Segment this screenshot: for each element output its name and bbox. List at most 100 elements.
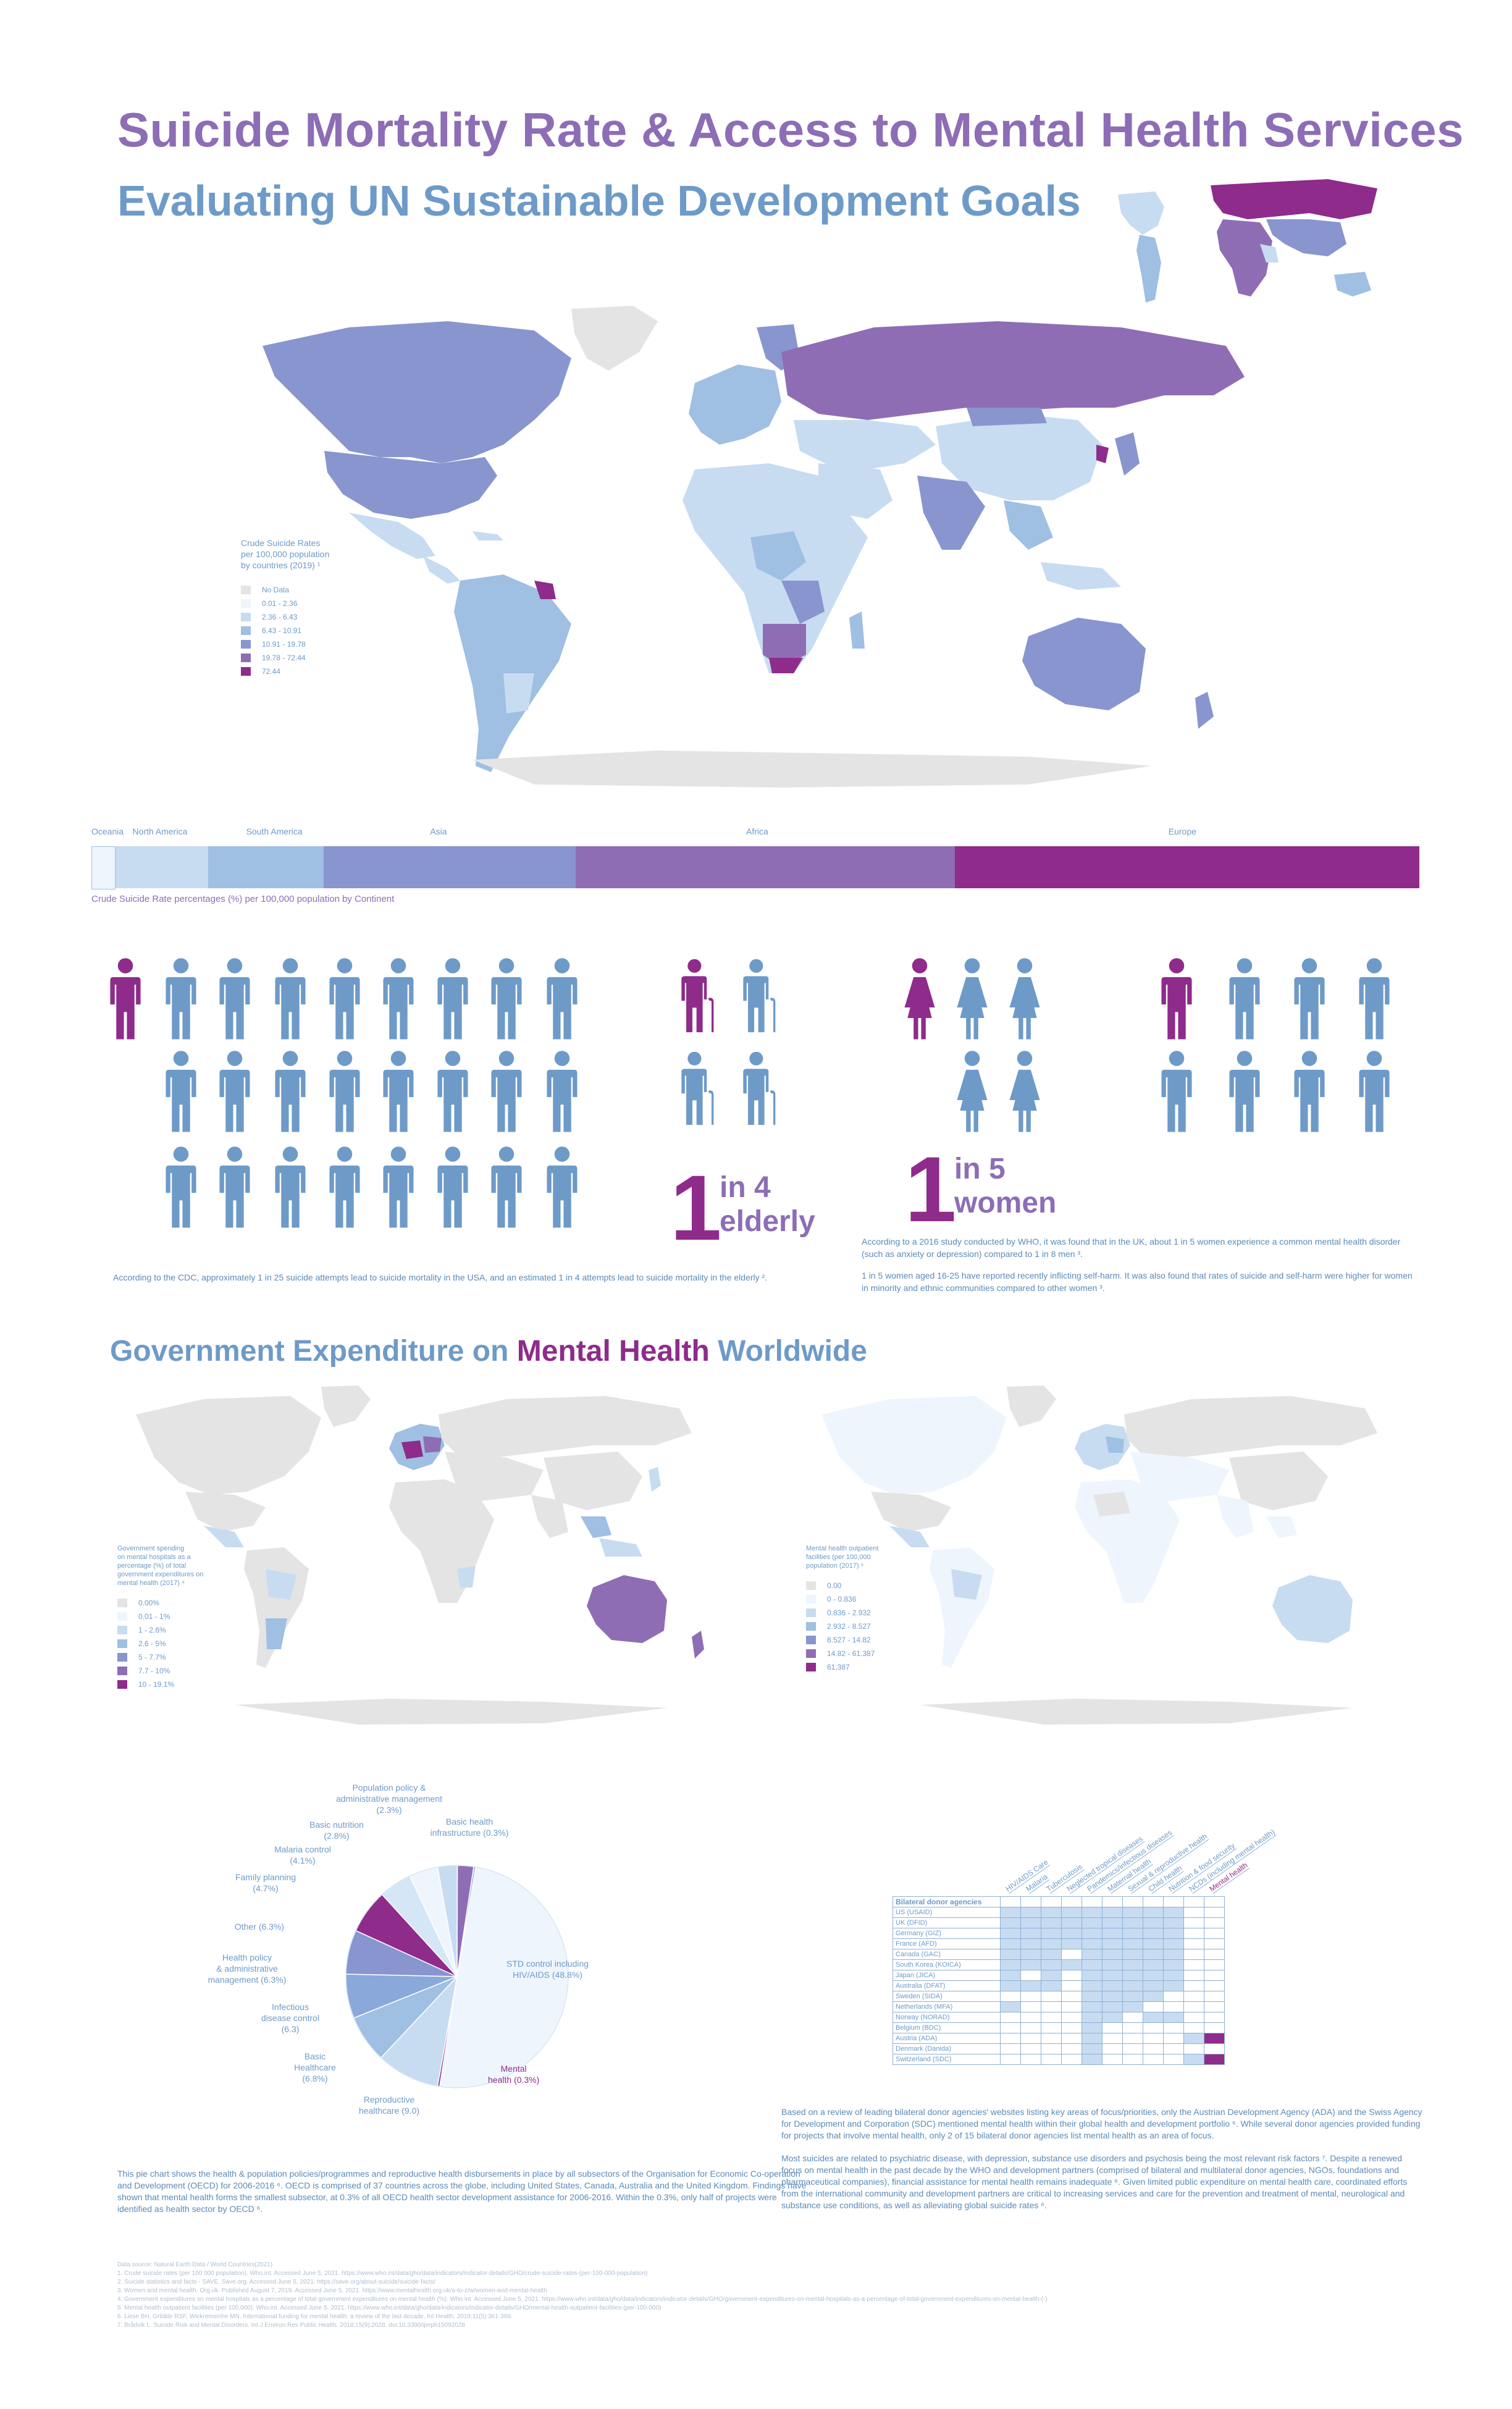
woman-icon	[954, 957, 990, 1041]
donor-cell	[1041, 2001, 1062, 2012]
person-icon	[491, 957, 522, 1041]
map1-legend: Crude Suicide Rates per 100,000 populati…	[241, 537, 329, 678]
continent-label: Asia	[430, 826, 447, 836]
pie-label: Mental health (0.3%)	[488, 2064, 540, 2085]
donor-cell	[1102, 1917, 1123, 1928]
donor-cell	[1204, 1938, 1225, 1949]
donor-cell	[1183, 2054, 1204, 2065]
donor-cell	[1000, 1949, 1021, 1960]
person-icon	[275, 1050, 306, 1133]
donor-cell	[1082, 2043, 1102, 2054]
legend-label: 2.932 - 8.527	[827, 1622, 871, 1631]
donor-cell	[1020, 1959, 1041, 1970]
donor-cell	[1143, 1980, 1164, 1991]
donor-cell	[1082, 1949, 1102, 1960]
legend-label: 10 - 19.1%	[138, 1680, 175, 1689]
donor-row: Japan (JICA)	[892, 1970, 1225, 1981]
legend-swatch	[117, 1653, 127, 1662]
donor-cell	[1183, 1917, 1204, 1928]
donor-cell	[1000, 2043, 1021, 2054]
legend-label: 72.44	[262, 667, 281, 676]
legend-swatch	[806, 1636, 816, 1644]
person-icon	[547, 1050, 578, 1133]
donor-cell	[1183, 1938, 1204, 1949]
donor-cell	[1183, 2033, 1204, 2044]
continent-bar	[91, 846, 1420, 889]
legend-swatch	[241, 640, 251, 649]
pie-label: Family planning (4.7%)	[235, 1872, 296, 1893]
person-icon	[329, 1050, 360, 1133]
donor-cell	[1163, 1928, 1184, 1939]
legend-swatch	[806, 1649, 816, 1658]
pie-label: Basic health infrastructure (0.3%)	[430, 1817, 509, 1838]
donor-cell	[1082, 2012, 1102, 2023]
person-icon	[437, 957, 468, 1041]
legend-item: 0.01 - 2.36	[241, 597, 329, 610]
donor-cell	[1143, 2033, 1164, 2044]
donor-cell	[1041, 2043, 1062, 2054]
donor-cell	[1000, 2033, 1021, 2044]
donor-cell	[1020, 1970, 1041, 1981]
donor-cell	[1020, 2043, 1041, 2054]
person-icon	[491, 1050, 522, 1133]
donor-cell	[1183, 2043, 1204, 2054]
continent-segment	[208, 846, 324, 888]
donor-cell	[1183, 1970, 1204, 1981]
person-icon	[383, 957, 414, 1041]
legend-label: 19.78 - 72.44	[262, 654, 306, 662]
donor-cell	[1020, 1991, 1041, 2002]
sources-list: Data source: Natural Earth Data / World …	[117, 2261, 1048, 2330]
donor-cell	[1020, 2033, 1041, 2044]
donor-cell	[1020, 2054, 1041, 2065]
map2-legend: Government spending on mental hospitals …	[117, 1544, 203, 1691]
donor-cell	[1163, 2054, 1184, 2065]
donor-cell	[1183, 1980, 1204, 1991]
donor-cell	[1143, 2043, 1164, 2054]
donor-cell	[1102, 2054, 1123, 2065]
legend-item: 14.82 - 61.387	[806, 1647, 878, 1660]
donor-row: Austria (ADA)	[892, 2033, 1225, 2044]
legend-title: on mental hospitals as a	[117, 1553, 191, 1561]
pie-label: Other (6.3%)	[234, 1922, 285, 1932]
donor-cell	[1000, 1928, 1021, 1939]
donor-cell	[1020, 1938, 1041, 1949]
legend-label: No Data	[262, 586, 290, 594]
donor-cell	[1041, 1970, 1062, 1981]
donor-cell	[1061, 1928, 1082, 1939]
donor-cell	[1000, 1917, 1021, 1928]
donor-cell	[1183, 2022, 1204, 2033]
donor-cell	[1204, 2022, 1225, 2033]
legend-title: mental health (2017) ⁴	[117, 1579, 185, 1587]
donor-table: Bilateral donor agencies US (USAID) UK (DF…	[892, 1896, 1225, 2065]
cdc-note: According to the CDC, approximately 1 in…	[113, 1272, 768, 1282]
donor-cell	[1143, 1959, 1164, 1970]
elderly-person-icon	[741, 1050, 779, 1127]
donor-cell	[1000, 1938, 1021, 1949]
donor-cell	[1163, 1991, 1184, 2002]
donor-cell	[1020, 1980, 1041, 1991]
donor-cell	[1020, 2001, 1041, 2012]
donor-agency-name: Germany (GIZ)	[892, 1928, 1001, 1939]
continent-label: Oceania	[91, 826, 124, 836]
legend-item: 0.836 - 2.932	[806, 1606, 878, 1620]
legend-label: 7.7 - 10%	[138, 1667, 170, 1675]
donor-cell	[1143, 2001, 1164, 2012]
women-stat-number: 1	[905, 1137, 957, 1241]
donor-cell	[1000, 2054, 1021, 2065]
donor-cell	[1122, 1959, 1143, 1970]
legend-label: 14.82 - 61.387	[827, 1649, 875, 1658]
continent-label: South America	[246, 826, 303, 836]
legend-swatch	[241, 626, 251, 635]
donor-cell	[1163, 1938, 1184, 1949]
pie-label: STD control including HIV/AIDS (48.8%)	[506, 1959, 589, 1980]
donor-cell	[1163, 1917, 1184, 1928]
legend-item: 5 - 7.7%	[117, 1650, 203, 1664]
pie-label: Population policy & administrative manage…	[336, 1783, 442, 1815]
legend-label: 10.91 - 19.78	[262, 640, 306, 649]
legend-swatch	[241, 586, 251, 594]
donor-agency-name: Norway (NORAD)	[892, 2012, 1001, 2023]
donor-cell	[1000, 2001, 1021, 2012]
person-icon	[166, 957, 196, 1041]
donor-cell	[1020, 2012, 1041, 2023]
donor-agency-name: Australia (DFAT)	[892, 1980, 1001, 1991]
